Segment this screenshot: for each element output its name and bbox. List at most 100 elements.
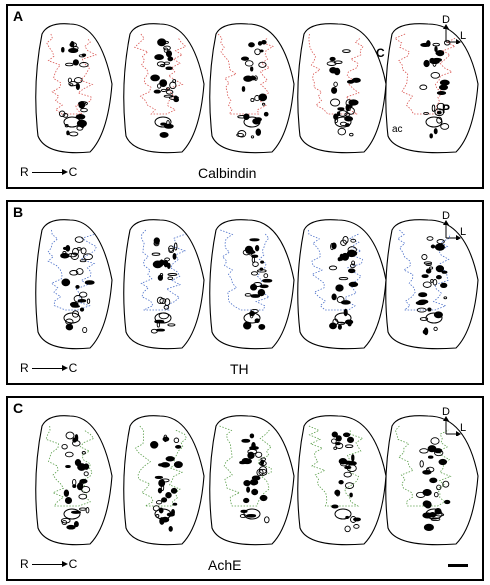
caudal-label: C (68, 557, 78, 571)
fiber-bundle (236, 132, 244, 138)
fiber-bundle (84, 280, 95, 285)
fiber-bundle (423, 261, 433, 265)
lateral-label: L (460, 226, 467, 238)
fiber-bundle (243, 479, 251, 487)
fiber-bundle (258, 61, 267, 68)
fiber-bundle (264, 516, 270, 524)
fiber-bundle (166, 262, 171, 270)
fiber-bundle (422, 329, 427, 334)
fiber-bundle (434, 449, 444, 457)
fiber-bundle (173, 242, 178, 251)
fiber-bundle (419, 460, 424, 468)
section-outline (385, 23, 479, 154)
section-outline (123, 23, 205, 154)
panel-letter: B (13, 204, 24, 220)
fiber-bundle (166, 87, 170, 91)
fiber-bundle (163, 123, 174, 129)
fiber-bundle (74, 236, 84, 243)
fiber-bundle (70, 510, 82, 514)
fiber-bundle (163, 45, 171, 51)
fiber-bundle (167, 56, 174, 62)
commissure-outline (425, 116, 443, 128)
fiber-bundle (157, 260, 168, 266)
fiber-bundle (65, 323, 74, 331)
fiber-bundle (169, 81, 177, 90)
fiber-bundle (170, 487, 178, 494)
fiber-bundle (440, 282, 448, 289)
fiber-bundle (165, 50, 173, 58)
fiber-bundle (76, 125, 84, 131)
fiber-bundle (165, 66, 173, 71)
orientation-indicator: D L (442, 14, 470, 44)
stain-contour (308, 425, 364, 507)
fiber-bundle (160, 122, 167, 126)
anterior-commissure-label: ac (392, 124, 403, 135)
fiber-bundle (246, 486, 251, 493)
section-outline (123, 415, 205, 546)
fiber-bundle (434, 46, 438, 52)
fiber-bundle (353, 524, 360, 529)
fiber-bundle (262, 278, 273, 283)
fiber-bundle (344, 465, 352, 470)
brain-sections (35, 23, 479, 154)
fiber-bundle (438, 84, 449, 91)
fiber-bundle (343, 460, 352, 465)
fiber-bundle (79, 507, 87, 511)
fiber-bundle (348, 281, 359, 288)
fiber-bundle (336, 296, 345, 304)
fiber-bundle (65, 464, 71, 469)
section-outline (209, 23, 295, 154)
fiber-bundle (429, 266, 434, 270)
fiber-bundle (83, 463, 90, 470)
fiber-bundle (261, 39, 267, 45)
fiber-bundle (69, 42, 77, 48)
fiber-bundle (64, 497, 73, 504)
fiber-bundle (168, 245, 174, 252)
fiber-bundle (250, 135, 255, 139)
orientation-indicator: D L (442, 210, 470, 240)
fiber-bundle (436, 110, 442, 115)
fiber-bundle (168, 526, 173, 532)
fiber-bundle (256, 468, 264, 477)
fiber-bundle (346, 436, 355, 444)
fiber-bundle (251, 256, 256, 263)
fiber-bundle (243, 497, 250, 504)
fiber-bundle (255, 451, 263, 458)
fiber-bundle (63, 489, 70, 497)
putamen-label: P (442, 102, 451, 116)
fiber-bundle (426, 467, 430, 475)
fiber-bundle (246, 76, 252, 82)
fiber-bundle (250, 97, 255, 103)
fiber-bundle (345, 104, 350, 112)
fiber-bundle (436, 484, 442, 491)
fiber-bundle (252, 261, 259, 267)
fiber-bundle (156, 296, 164, 305)
fiber-bundle (159, 79, 168, 87)
stain-contour (396, 229, 451, 311)
caudal-label: C (68, 361, 78, 375)
fiber-bundle (337, 324, 342, 330)
fiber-bundle (72, 247, 79, 256)
fiber-bundle (164, 257, 170, 262)
fiber-bundle (342, 432, 351, 438)
fiber-bundle (349, 132, 354, 137)
fiber-bundle (339, 121, 348, 127)
fiber-bundle (425, 268, 432, 274)
fiber-bundle (438, 458, 448, 466)
fiber-bundle (151, 252, 161, 256)
stain-contour (307, 229, 363, 311)
fiber-bundle (79, 307, 85, 312)
fiber-bundle (427, 307, 432, 312)
section-outline (297, 415, 387, 546)
fiber-bundle (348, 99, 359, 106)
fiber-bundle (432, 279, 438, 286)
fiber-bundle (429, 133, 433, 139)
fiber-bundle (436, 239, 445, 245)
fiber-bundle (329, 322, 337, 330)
fiber-bundle (345, 444, 354, 449)
fiber-bundle (432, 42, 440, 47)
fiber-bundle (338, 277, 349, 281)
fiber-bundle (258, 468, 268, 476)
orientation-indicator: D L (442, 406, 470, 436)
